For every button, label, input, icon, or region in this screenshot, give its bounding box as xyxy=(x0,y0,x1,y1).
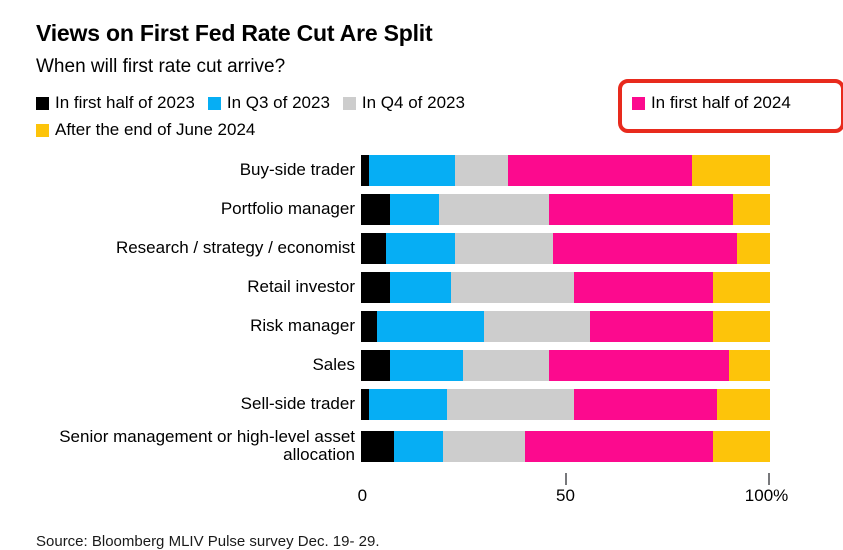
bar-segment xyxy=(393,430,443,462)
bar-segment xyxy=(389,194,439,225)
stacked-bar xyxy=(361,430,770,462)
axis-area: 0 50 100% xyxy=(357,472,788,509)
bar-segment xyxy=(446,389,574,420)
bar-segment xyxy=(692,155,770,186)
bar-segment xyxy=(442,430,525,462)
stacked-bar xyxy=(361,350,770,381)
bar-segment xyxy=(549,350,730,381)
bar-row: Buy-side trader xyxy=(36,155,807,186)
bar-segment xyxy=(553,233,738,264)
legend-label: In Q4 of 2023 xyxy=(361,93,465,112)
stacked-bar xyxy=(361,389,770,420)
bar-segment xyxy=(712,272,770,303)
legend-item-first-half-2023: In first half of 2023 xyxy=(36,93,195,113)
category-label: Sales xyxy=(312,355,355,375)
bar-segment xyxy=(361,311,378,342)
bar-segment xyxy=(463,350,550,381)
category-label: Senior management or high-level asset al… xyxy=(59,427,355,465)
category-label: Sell-side trader xyxy=(240,394,355,414)
category-label: Risk manager xyxy=(250,316,355,336)
legend-row-1: In first half of 2023 In Q3 of 2023 In Q… xyxy=(36,79,843,133)
legend-label: In first half of 2023 xyxy=(55,93,195,112)
bar-segment xyxy=(361,194,390,225)
bar-segment xyxy=(361,350,390,381)
stacked-bar xyxy=(361,194,770,225)
legend-item-first-half-2024: In first half of 2024 xyxy=(617,79,843,133)
bar-segment xyxy=(508,155,693,186)
legend-label: In Q3 of 2023 xyxy=(226,93,330,112)
bar-segment xyxy=(712,311,770,342)
bar-row: Sell-side trader xyxy=(36,389,807,420)
bar-row: Sales xyxy=(36,350,807,381)
bar-segment xyxy=(483,311,591,342)
stacked-bar xyxy=(361,272,770,303)
legend-swatch-yellow xyxy=(36,123,49,137)
x-axis: 0 50 100% xyxy=(36,472,807,509)
stacked-bar xyxy=(361,311,770,342)
legend-swatch-magenta xyxy=(631,96,645,110)
axis-spacer xyxy=(36,473,361,509)
bar-segment xyxy=(438,194,550,225)
bar-segment xyxy=(590,311,713,342)
category-label: Research / strategy / economist xyxy=(115,238,355,258)
bar-segment xyxy=(455,233,554,264)
bar-segment xyxy=(361,272,390,303)
legend-label: After the end of June 2024 xyxy=(55,120,256,139)
bar-segment xyxy=(361,233,386,264)
bar-segment xyxy=(369,389,447,420)
bar-segment xyxy=(729,350,770,381)
bar-row: Risk manager xyxy=(36,311,807,342)
stacked-bar-chart: Buy-side trader Portfolio manager Research… xyxy=(36,155,807,465)
bar-segment xyxy=(389,350,464,381)
legend-item-q4-2023: In Q4 of 2023 xyxy=(342,93,465,113)
stacked-bar xyxy=(361,233,770,264)
legend-swatch-black xyxy=(36,96,49,110)
bar-row: Portfolio manager xyxy=(36,194,807,225)
bar-segment xyxy=(377,311,484,342)
bar-segment xyxy=(733,194,770,225)
bar-row: Senior management or high-level asset al… xyxy=(36,427,807,465)
bar-segment xyxy=(369,155,456,186)
bar-segment xyxy=(573,389,717,420)
bar-segment xyxy=(361,430,394,462)
legend-swatch-gray xyxy=(342,96,356,110)
category-label: Portfolio manager xyxy=(220,199,355,219)
bar-segment xyxy=(450,272,574,303)
bar-segment xyxy=(549,194,734,225)
legend: In first half of 2023 In Q3 of 2023 In Q… xyxy=(36,79,843,142)
bar-row: Research / strategy / economist xyxy=(36,233,807,264)
bar-row: Retail investor xyxy=(36,272,807,303)
bar-segment xyxy=(455,155,509,186)
axis-tick-100 xyxy=(768,472,770,485)
chart-subtitle: When will first rate cut arrive? xyxy=(36,56,286,77)
source-note: Source: Bloomberg MLIV Pulse survey Dec.… xyxy=(36,532,380,550)
bar-segment xyxy=(524,430,713,462)
axis-tick-label-100: 100% xyxy=(744,485,789,505)
bar-segment xyxy=(385,233,456,264)
axis-tick-50 xyxy=(564,472,567,485)
bar-segment xyxy=(361,389,370,420)
bar-segment xyxy=(389,272,451,303)
bar-segment xyxy=(737,233,770,264)
legend-item-q3-2023: In Q3 of 2023 xyxy=(207,93,330,113)
bar-segment xyxy=(361,155,370,186)
category-label: Retail investor xyxy=(247,277,355,297)
legend-item-after-june-2024: After the end of June 2024 xyxy=(36,120,255,140)
legend-swatch-blue xyxy=(207,96,221,110)
stacked-bar xyxy=(361,155,770,186)
legend-row-2: After the end of June 2024 xyxy=(36,118,807,142)
category-label: Buy-side trader xyxy=(239,160,355,180)
bar-segment xyxy=(716,389,770,420)
bar-segment xyxy=(573,272,713,303)
legend-label: In first half of 2024 xyxy=(650,93,791,112)
bar-segment xyxy=(712,430,770,462)
axis-tick-label-0: 0 xyxy=(357,485,368,505)
axis-tick-label-50: 50 xyxy=(556,485,575,505)
page-title: Views on First Fed Rate Cut Are Split xyxy=(36,20,433,46)
